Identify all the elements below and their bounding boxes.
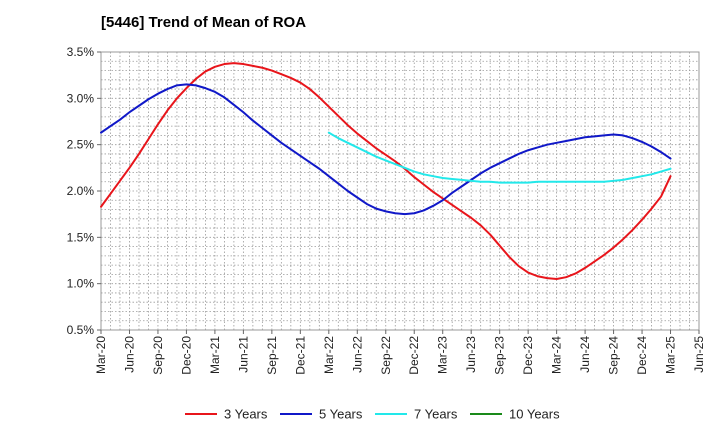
x-tick-label: Jun-20 (122, 336, 136, 373)
x-tick-label: Dec-21 (293, 336, 307, 375)
y-tick-label: 3.5% (67, 45, 95, 59)
x-tick-label: Jun-24 (578, 336, 592, 373)
legend-label-4: 10 Years (509, 407, 560, 422)
legend-label-3: 7 Years (414, 407, 458, 422)
x-tick-label: Jun-21 (236, 336, 250, 373)
x-tick-label: Jun-23 (464, 336, 478, 373)
x-tick-label: Sep-23 (493, 336, 507, 375)
series-line-3 (327, 131, 672, 184)
x-tick-label: Dec-20 (179, 336, 193, 375)
x-tick-label: Dec-24 (635, 336, 649, 375)
x-tick-label: Sep-21 (265, 336, 279, 375)
x-tick-label: Jun-25 (692, 336, 706, 373)
series-line-1 (100, 62, 672, 281)
x-tick-label: Mar-21 (208, 336, 222, 374)
x-tick-label: Mar-20 (94, 336, 108, 374)
x-tick-label: Mar-23 (436, 336, 450, 374)
x-tick-label: Sep-22 (379, 336, 393, 375)
x-tick-label: Mar-22 (322, 336, 336, 374)
x-tick-label: Sep-20 (151, 336, 165, 375)
x-tick-label: Mar-24 (550, 336, 564, 374)
x-tick-label: Jun-22 (350, 336, 364, 373)
legend-label-1: 3 Years (224, 407, 268, 422)
x-tick-label: Dec-22 (407, 336, 421, 375)
y-tick-label: 1.0% (67, 277, 95, 291)
y-tick-label: 3.0% (67, 91, 95, 105)
chart-title: [5446] Trend of Mean of ROA (101, 14, 307, 31)
y-tick-label: 1.5% (67, 230, 95, 244)
y-tick-label: 0.5% (67, 323, 95, 337)
legend-label-2: 5 Years (319, 407, 363, 422)
series-line-2 (100, 83, 672, 216)
y-tick-label: 2.5% (67, 138, 95, 152)
x-tick-label: Sep-24 (607, 336, 621, 375)
y-tick-label: 2.0% (67, 184, 95, 198)
x-tick-label: Dec-23 (521, 336, 535, 375)
x-tick-label: Mar-25 (664, 336, 678, 374)
